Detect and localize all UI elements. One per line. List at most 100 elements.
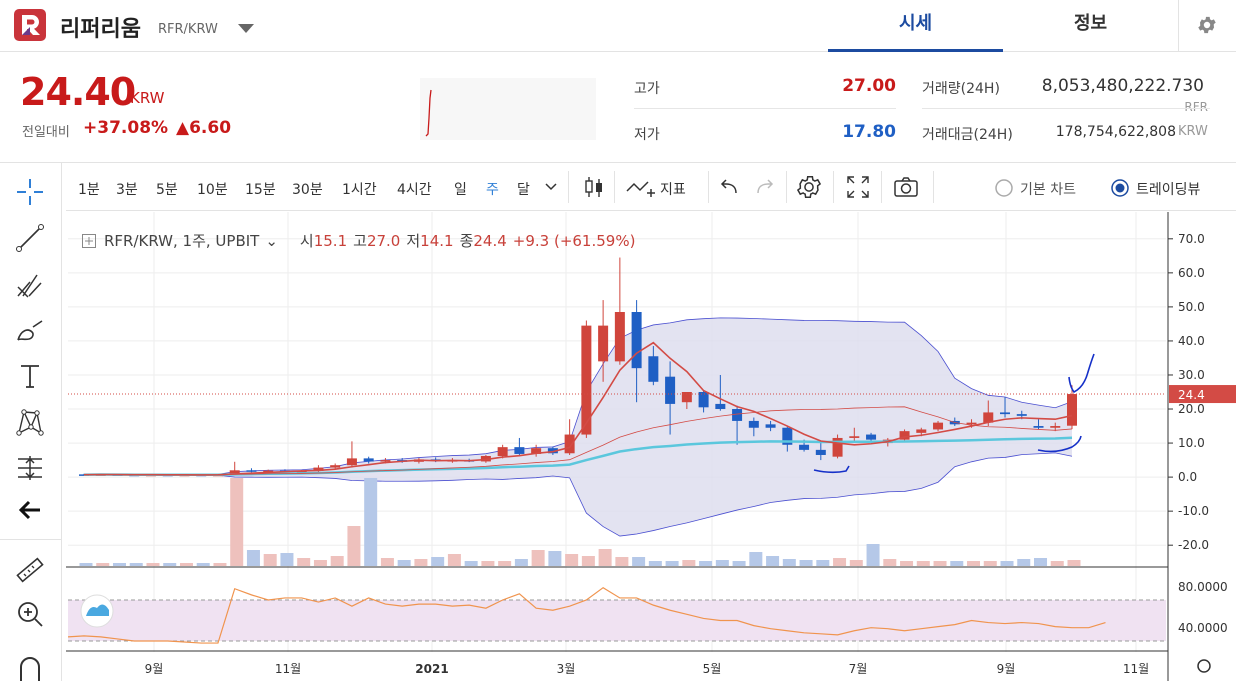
interval-5m[interactable]: 5분: [156, 182, 178, 198]
camera-icon[interactable]: [892, 173, 920, 201]
x-tick-label: 5월: [703, 662, 722, 676]
chevron-down-icon[interactable]: ⌄: [265, 232, 278, 250]
annotation-stroke: [1068, 353, 1095, 394]
crosshair-icon[interactable]: [15, 177, 45, 207]
volume-bar: [766, 556, 780, 566]
expand-legend-icon[interactable]: [82, 234, 96, 248]
y-tick-label: -10.0: [1178, 504, 1209, 518]
volume-bar: [983, 561, 997, 566]
text-tool-icon[interactable]: [15, 361, 45, 391]
candle-body: [363, 458, 374, 462]
volume-bar: [431, 557, 445, 566]
candle-body: [614, 312, 625, 362]
interval-1h[interactable]: 1시간: [342, 182, 377, 198]
legend-open: 15.1: [313, 232, 348, 250]
volume-value: 8,053,480,222.730: [1041, 76, 1204, 96]
legend-low: 14.1: [420, 232, 454, 250]
basic-chart-label[interactable]: 기본 차트: [1020, 182, 1076, 198]
stat-divider: [634, 108, 896, 109]
volume-bar: [548, 551, 562, 566]
mini-price-chart: [420, 78, 596, 140]
change-amount: ▲6.60: [176, 118, 232, 138]
volume-bar: [665, 561, 679, 566]
interval-30m[interactable]: 30분: [292, 182, 323, 198]
volume-bar: [715, 560, 729, 566]
volume-bar: [883, 559, 897, 566]
candle-body: [765, 424, 776, 428]
zoom-in-icon[interactable]: [15, 599, 45, 629]
candlestick-type-icon[interactable]: [580, 173, 608, 201]
x-axis: 9월 11월 2021 3월 5월 7월 9월 11월: [66, 650, 1211, 676]
back-arrow-icon[interactable]: [15, 495, 45, 525]
interval-1m[interactable]: 1분: [78, 182, 100, 198]
moving-averages: [83, 341, 1073, 477]
candle-body: [732, 409, 743, 421]
chevron-down-icon[interactable]: [544, 180, 558, 194]
ma-5-line: [83, 341, 1073, 476]
x-tick-label: 11월: [1123, 662, 1149, 676]
redo-icon[interactable]: [750, 173, 778, 201]
candle-body: [263, 470, 274, 473]
volume-bar: [196, 563, 210, 566]
pattern-icon[interactable]: [15, 407, 45, 437]
radio-trading-view[interactable]: [1110, 178, 1130, 198]
high-label: 고가: [634, 81, 660, 97]
volume-bar: [816, 560, 830, 566]
rsi-line: [67, 586, 1106, 644]
candle-body: [547, 448, 558, 454]
tab-price[interactable]: 시세: [828, 0, 1003, 52]
candle-body: [665, 376, 676, 404]
candle-body: [79, 474, 89, 476]
candle-body: [782, 427, 793, 445]
trading-view-label[interactable]: 트레이딩뷰: [1136, 182, 1201, 198]
coin-dropdown-caret-icon[interactable]: [238, 24, 254, 33]
measure-icon[interactable]: [15, 453, 45, 483]
volume-label: 거래량(24H): [922, 81, 1000, 97]
settings-gear-icon[interactable]: [1196, 14, 1218, 36]
candle-body: [346, 458, 357, 466]
indicator-icon[interactable]: [624, 173, 658, 201]
volume-bar: [531, 550, 545, 566]
price-tag-label: 24.4: [1178, 388, 1205, 402]
y-tick-label: 10.0: [1178, 436, 1205, 450]
volume-bar: [414, 559, 428, 566]
undo-icon[interactable]: [716, 173, 744, 201]
interval-week[interactable]: 주: [486, 182, 499, 198]
rsi-band: [68, 600, 1166, 641]
volume-bar: [313, 560, 327, 566]
section-divider: [0, 162, 1236, 163]
brush-icon[interactable]: [15, 315, 45, 345]
toolbar-divider: [614, 171, 615, 203]
legend-high: 27.0: [366, 232, 401, 250]
volume-bar: [330, 556, 344, 566]
trend-line-icon[interactable]: [15, 223, 45, 253]
price-chart[interactable]: 70.0 60.0 50.0 40.0 30.0 20.0 10.0 0.0 -10.0 -20.…: [66, 212, 1236, 681]
interval-4h[interactable]: 4시간: [397, 182, 432, 198]
ruler-icon[interactable]: [15, 555, 45, 585]
interval-15m[interactable]: 15분: [245, 182, 276, 198]
volume-bar: [950, 561, 964, 566]
chart-settings-gear-icon[interactable]: [795, 173, 823, 201]
volume-bar: [347, 526, 361, 566]
cloud-shape: [86, 604, 109, 616]
volume-bar: [900, 561, 914, 566]
interval-day[interactable]: 일: [454, 182, 467, 198]
amount-label: 거래대금(24H): [922, 127, 1013, 143]
toolbar-divider: [881, 171, 882, 203]
radio-basic-chart[interactable]: [994, 178, 1014, 198]
interval-10m[interactable]: 10분: [197, 182, 228, 198]
interval-3m[interactable]: 3분: [116, 182, 138, 198]
volume-bar: [565, 554, 579, 566]
tab-info[interactable]: 정보: [1073, 13, 1108, 34]
magnet-icon[interactable]: [15, 653, 45, 683]
interval-month[interactable]: 달: [517, 182, 530, 198]
candle-body: [983, 412, 994, 423]
fullscreen-icon[interactable]: [844, 173, 872, 201]
pitchfork-icon[interactable]: [15, 269, 45, 299]
drawing-toolbar: [0, 163, 62, 681]
volume-bar: [380, 558, 394, 566]
user-annotations: [813, 353, 1095, 474]
indicator-label[interactable]: 지표: [660, 182, 686, 198]
amount-value: 178,754,622,808: [1055, 124, 1176, 140]
x-tick-label: 9월: [997, 662, 1016, 676]
